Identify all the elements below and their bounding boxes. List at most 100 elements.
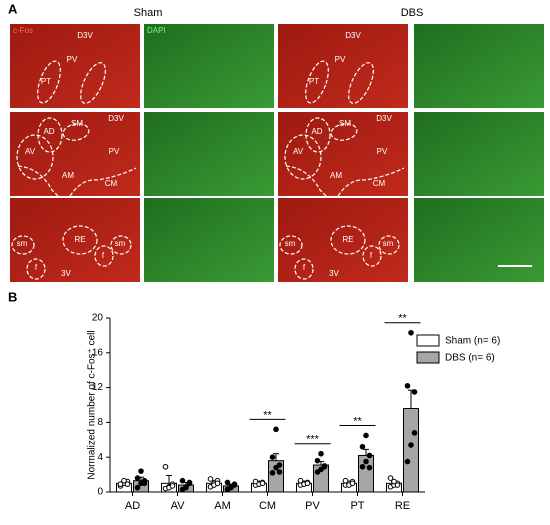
y-axis-label: Normalized number of c-Fos⁺ cell: [87, 330, 98, 479]
data-point: [121, 477, 127, 484]
cfos-image: [10, 24, 140, 108]
region-outline: [62, 225, 98, 255]
region-label: PV: [67, 55, 78, 64]
region-label: AD: [311, 127, 322, 136]
data-point: [231, 481, 238, 487]
data-point: [169, 483, 176, 489]
cfos-image: [10, 112, 140, 196]
bar: [403, 407, 419, 493]
region-outline: [16, 134, 54, 180]
region-outline: [37, 60, 61, 104]
y-tick-label: 20: [92, 313, 104, 324]
dapi-image: [414, 112, 544, 196]
region-label: D3V: [77, 31, 93, 40]
data-point: [363, 458, 369, 465]
region-label: f: [303, 263, 306, 272]
region-label: sm: [383, 239, 394, 248]
data-point: [404, 458, 411, 465]
y-tick-label: 16: [92, 347, 104, 358]
region-outline: [11, 235, 35, 255]
region-label: sm: [17, 239, 28, 248]
region-outline: [362, 245, 382, 267]
y-tick-label: 0: [97, 487, 103, 498]
panel-label: B: [8, 289, 17, 304]
data-point: [224, 479, 231, 486]
region-outline: [378, 235, 400, 255]
data-point: [259, 480, 266, 487]
data-point: [228, 484, 234, 491]
significance-label: ***: [306, 434, 320, 446]
data-point: [342, 477, 349, 484]
region-label: D3V: [376, 114, 392, 123]
data-point: [387, 475, 394, 481]
data-point: [207, 476, 214, 482]
dapi-image: [144, 198, 274, 282]
region-label: AD: [43, 127, 54, 136]
data-point: [349, 480, 356, 487]
data-point: [411, 430, 418, 436]
region-outline: [110, 235, 132, 255]
x-tick-label: PV: [305, 500, 320, 512]
cfos-image: [278, 24, 408, 108]
y-tick-label: 12: [92, 382, 104, 393]
data-point: [276, 462, 283, 468]
data-point: [269, 470, 276, 476]
region-outline: [330, 123, 358, 141]
data-point: [276, 469, 283, 475]
data-point: [411, 389, 418, 395]
data-point: [366, 452, 373, 459]
panel-label: A: [8, 1, 18, 16]
data-point: [138, 468, 144, 474]
data-point: [363, 432, 369, 439]
data-point: [141, 480, 148, 487]
region-label: RE: [342, 235, 353, 244]
x-tick-label: CM: [259, 500, 276, 512]
region-label: D3V: [108, 114, 124, 123]
region-label: AM: [330, 171, 342, 180]
data-point: [134, 475, 141, 481]
region-outline: [285, 165, 405, 197]
region-outline: [62, 123, 90, 141]
region-outline: [37, 117, 63, 153]
region-label: SM: [339, 119, 351, 128]
region-label: SM: [71, 119, 83, 128]
significance-label: **: [353, 415, 362, 427]
data-point: [404, 383, 411, 389]
x-tick-label: RE: [395, 500, 410, 512]
dapi-image: [144, 24, 274, 108]
data-point: [394, 482, 401, 488]
dapi-image: [414, 24, 544, 108]
region-label: 3V: [329, 269, 339, 278]
data-point: [408, 329, 414, 336]
cfos-image: [278, 112, 408, 196]
region-label: 3V: [61, 269, 71, 278]
data-point: [359, 463, 366, 470]
data-point: [186, 479, 193, 486]
region-label: f: [370, 251, 373, 260]
data-point: [297, 477, 304, 484]
region-label: AM: [62, 171, 74, 180]
data-point: [366, 464, 373, 471]
column-title: DBS: [401, 7, 424, 19]
region-label: CM: [105, 179, 118, 188]
region-label: RE: [74, 235, 85, 244]
region-outline: [17, 165, 137, 197]
data-point: [179, 477, 186, 484]
data-point: [117, 481, 124, 487]
legend-label: Sham (n= 6): [445, 336, 500, 347]
dapi-image: [144, 112, 274, 196]
dapi-image: [414, 198, 544, 282]
column-title: Sham: [134, 7, 163, 19]
region-outline: [284, 134, 322, 180]
y-tick-label: 4: [97, 452, 103, 463]
data-point: [134, 484, 141, 491]
data-point: [214, 480, 221, 487]
x-tick-label: PT: [350, 500, 364, 512]
data-point: [124, 481, 131, 487]
region-label: f: [102, 251, 105, 260]
data-point: [359, 443, 366, 450]
region-outline: [279, 235, 303, 255]
region-label: PT: [309, 77, 319, 86]
data-point: [408, 442, 414, 448]
